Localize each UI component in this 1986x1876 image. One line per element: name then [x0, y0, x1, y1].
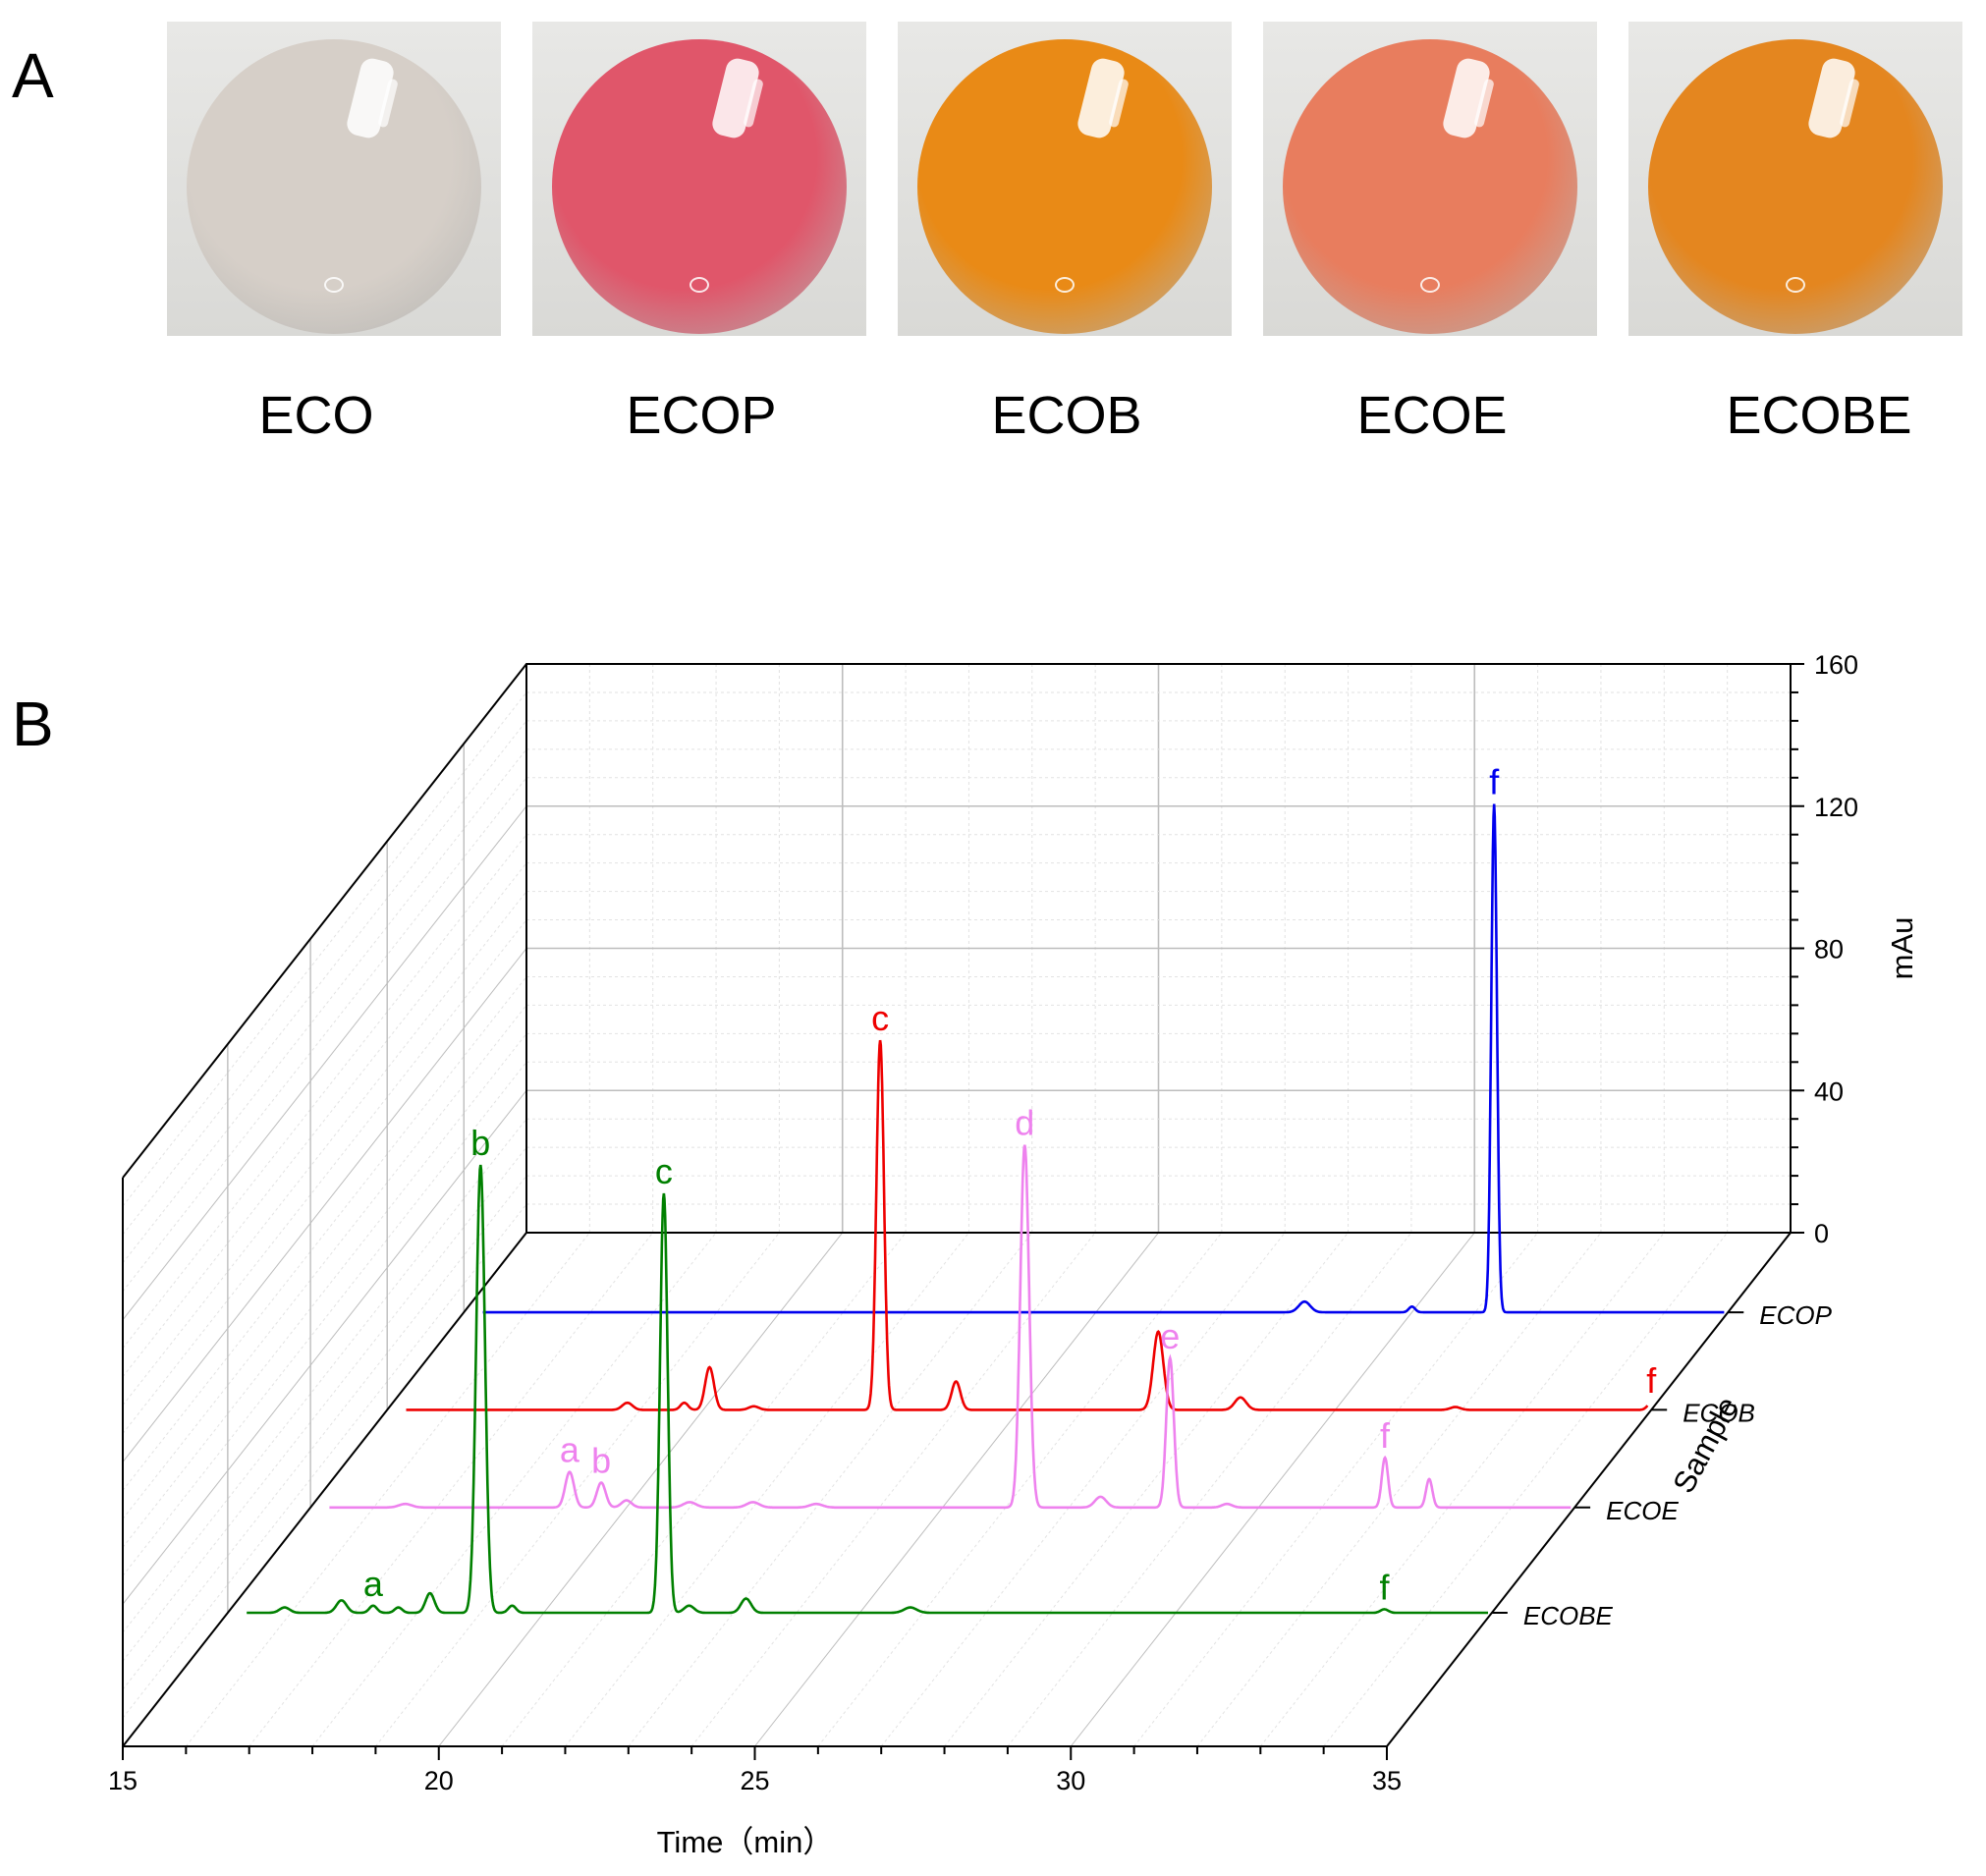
flask-photo-eco: [167, 22, 501, 336]
flask-ecoe: [1283, 39, 1577, 334]
peak-label-b: b: [470, 1123, 490, 1163]
x-tick-label: 20: [424, 1766, 454, 1795]
floor-gridline: [375, 1232, 780, 1747]
peak-label-f: f: [1380, 1415, 1391, 1456]
sample-label-ecob: ECOB: [1683, 1398, 1755, 1427]
left-wall-gridline: [122, 976, 527, 1491]
y-tick-label: 40: [1814, 1076, 1844, 1106]
flask-ecob: [917, 39, 1212, 334]
x-axis-title: Time（min）: [657, 1825, 834, 1859]
left-wall-gridline: [122, 1118, 527, 1633]
flask-eco: [187, 39, 481, 334]
y-tick-label: 120: [1814, 793, 1858, 822]
sample-label-ecobe: ECOBE: [1523, 1601, 1614, 1630]
peak-label-b: b: [591, 1440, 611, 1480]
floor-gridline: [248, 1232, 654, 1747]
peak-label-c: c: [655, 1151, 673, 1191]
floor-gridline: [817, 1232, 1223, 1747]
floor-gridline: [501, 1232, 907, 1747]
flask-label-eco: ECO: [258, 386, 374, 445]
flask-ecop: [552, 39, 847, 334]
left-wall-gridline: [122, 691, 527, 1207]
peak-label-f: f: [1379, 1567, 1390, 1607]
flask-photo-ecobe: [1628, 22, 1962, 336]
floor-gridline: [311, 1232, 717, 1747]
floor-gridline: [1070, 1232, 1475, 1747]
peak-label-a: a: [363, 1564, 384, 1604]
floor-gridline: [1259, 1232, 1665, 1747]
flask-photo-ecoe: [1263, 22, 1597, 336]
y-axis-title: mAu: [1885, 917, 1919, 980]
floor-gridline: [565, 1232, 969, 1747]
peak-label-c: c: [871, 998, 889, 1038]
left-wall-gridline: [122, 748, 527, 1264]
y-tick-label: 160: [1814, 650, 1858, 680]
x-tick-label: 25: [740, 1766, 769, 1795]
y-tick-label: 80: [1814, 935, 1844, 965]
x-tick-label: 35: [1372, 1766, 1402, 1795]
left-wall-gridline: [122, 1175, 527, 1690]
sample-label-ecop: ECOP: [1759, 1300, 1832, 1330]
y-tick-label: 0: [1814, 1219, 1829, 1248]
panel-a-letter: A: [12, 40, 54, 111]
floor-gridline: [628, 1232, 1033, 1747]
peak-label-a: a: [560, 1430, 580, 1470]
floor-gridline: [438, 1232, 844, 1747]
peak-label-d: d: [1015, 1103, 1034, 1143]
peak-label-f: f: [1489, 762, 1500, 802]
left-wall-gridline: [122, 919, 527, 1434]
left-wall-gridline: [122, 891, 527, 1406]
flask-photo-ecop: [532, 22, 866, 336]
floor-gridline: [944, 1232, 1349, 1747]
left-wall-gridline: [122, 1005, 527, 1519]
peak-label-f: f: [1646, 1360, 1657, 1401]
flask-ecobe: [1648, 39, 1943, 334]
flask-photo-ecob: [898, 22, 1232, 336]
left-wall-gridline: [122, 1033, 527, 1548]
floor-gridline: [880, 1232, 1286, 1747]
left-wall-gridline: [122, 834, 527, 1350]
left-wall-gridline: [122, 720, 527, 1236]
left-wall-gridline: [122, 1089, 527, 1605]
x-tick-label: 15: [108, 1766, 138, 1795]
left-wall-gridline: [122, 777, 527, 1293]
flask-label-ecob: ECOB: [991, 386, 1142, 445]
trace-ecop: [482, 803, 1725, 1314]
flask-label-ecoe: ECOE: [1356, 386, 1508, 445]
floor-left-edge: [122, 1232, 527, 1747]
trace-ecob: [406, 1039, 1649, 1411]
left-wall-gridline: [122, 862, 527, 1377]
floor-gridline: [185, 1232, 590, 1747]
left-wall-gridline: [122, 1203, 527, 1719]
floor-gridline: [690, 1232, 1096, 1747]
flask-label-ecop: ECOP: [626, 386, 777, 445]
flask-photo-row: ECO ECOP ECOB ECOE ECOBE: [0, 0, 1986, 491]
floor-gridline: [1323, 1232, 1729, 1747]
left-wall-gridline: [122, 1146, 527, 1662]
depth-axis-title: Sample: [1666, 1391, 1744, 1498]
x-tick-label: 30: [1056, 1766, 1085, 1795]
trace-ecoe: [329, 1144, 1572, 1510]
floor-gridline: [754, 1232, 1159, 1747]
left-wall-gridline: [122, 1061, 527, 1576]
flask-label-ecobe: ECOBE: [1726, 386, 1912, 445]
sample-label-ecoe: ECOE: [1606, 1496, 1679, 1525]
left-wall-gridline: [122, 948, 527, 1462]
floor-gridline: [1007, 1232, 1412, 1747]
panel-b-letter: B: [12, 689, 54, 759]
floor-gridline: [1196, 1232, 1602, 1747]
trace-ecobe: [247, 1164, 1488, 1615]
peak-label-e: e: [1160, 1316, 1180, 1356]
left-wall-gridline: [122, 805, 527, 1321]
floor-gridline: [1133, 1232, 1538, 1747]
